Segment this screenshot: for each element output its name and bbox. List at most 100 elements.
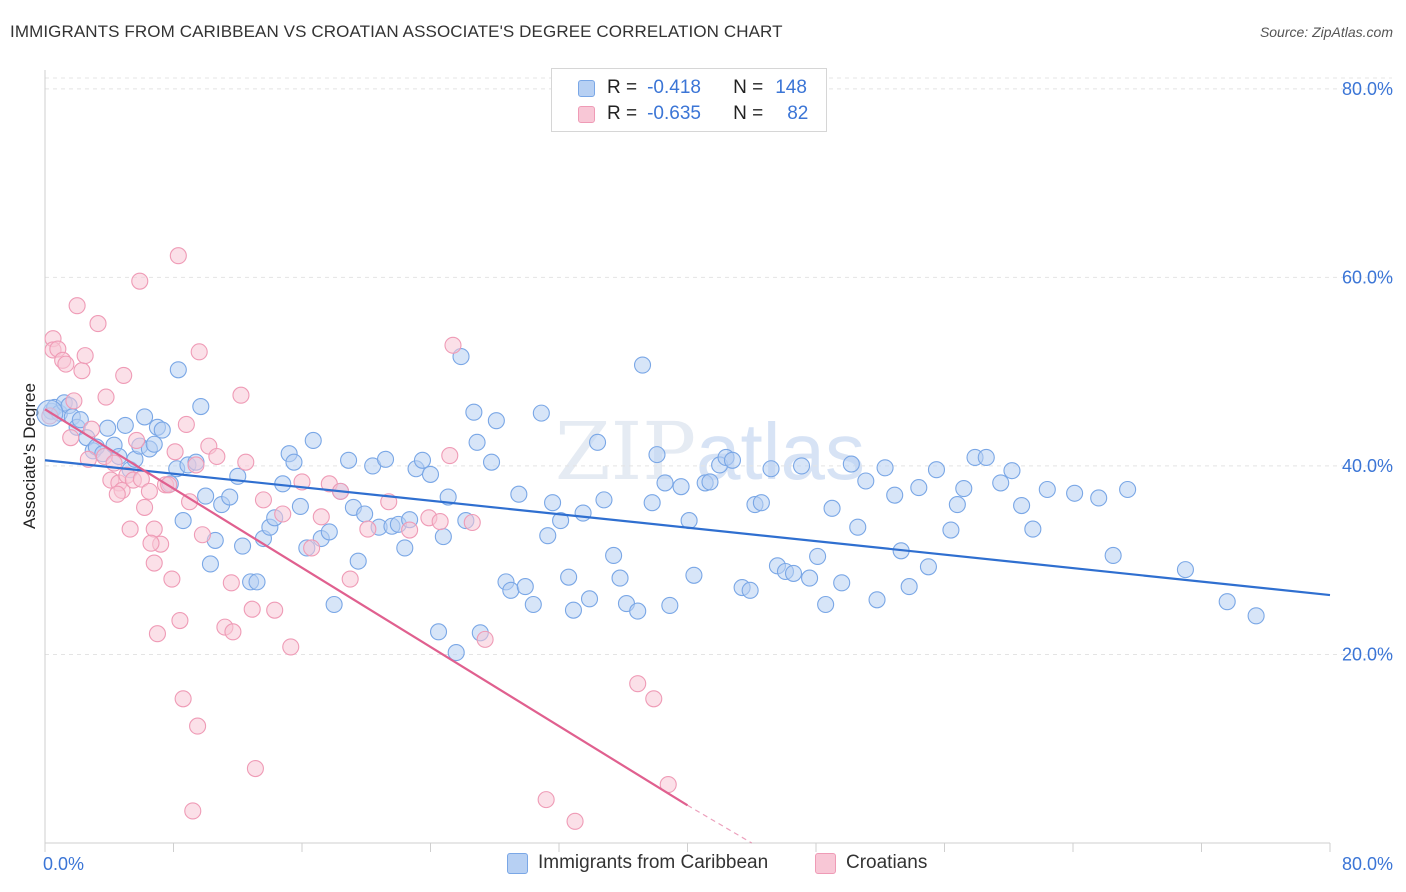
bottom-legend-swatch-caribbean (507, 852, 528, 874)
caribbean-point (1119, 480, 1137, 499)
croatian-point (187, 456, 205, 474)
croatian-point (463, 513, 481, 532)
croatian-point (65, 392, 83, 410)
caribbean-point (1247, 607, 1265, 625)
caribbean-point (672, 478, 690, 496)
caribbean-point (857, 472, 875, 490)
caribbean-point (434, 528, 452, 546)
caribbean-point (762, 460, 780, 478)
caribbean-point (809, 547, 827, 565)
caribbean-point (1218, 593, 1236, 611)
caribbean-point (605, 546, 623, 565)
croatian-point (142, 534, 160, 552)
bottom-legend-label-caribbean: Immigrants from Caribbean (538, 852, 769, 873)
caribbean-point (643, 494, 661, 512)
caribbean-point (502, 581, 520, 599)
caribbean-point (977, 448, 995, 466)
bottom-legend-caribbean: Immigrants from Caribbean (507, 852, 768, 874)
croatian-point (266, 601, 284, 619)
caribbean-trend-line (44, 459, 1331, 597)
caribbean-point (510, 485, 528, 503)
caribbean-point (992, 474, 1010, 492)
caribbean-point (752, 494, 770, 512)
caribbean-point (248, 573, 266, 591)
caribbean-point (291, 497, 309, 516)
legend-n-label: N = (733, 103, 764, 124)
caribbean-point (356, 505, 374, 523)
caribbean-point (876, 459, 894, 477)
caribbean-point (192, 397, 210, 416)
legend-swatch-croatians (578, 105, 595, 123)
croatian-point (177, 415, 195, 433)
caribbean-point (524, 595, 542, 614)
croatian-point (282, 638, 300, 656)
croatian-point (73, 362, 91, 380)
caribbean-point (900, 578, 918, 596)
caribbean-point (539, 527, 557, 545)
caribbean-point (1003, 462, 1021, 480)
caribbean-point (723, 451, 742, 469)
croatian-point (312, 508, 330, 526)
croatian-point (145, 520, 163, 538)
caribbean-point (1013, 496, 1031, 515)
caribbean-point (611, 569, 629, 587)
croatian-point (222, 574, 240, 592)
caribbean-point (1104, 546, 1122, 565)
caribbean-point (842, 455, 860, 473)
croatian-point (190, 343, 208, 361)
legend-n-value: 148 (775, 77, 807, 98)
croatian-point (163, 570, 181, 588)
croatian-point (174, 690, 192, 708)
caribbean-point (221, 488, 239, 506)
croatian-point (243, 600, 261, 618)
legend-n-value: 82 (787, 103, 809, 124)
caribbean-point (886, 486, 904, 504)
caribbean-point (439, 488, 457, 506)
croatian-point (115, 366, 133, 384)
caribbean-point (564, 601, 583, 619)
caribbean-point (376, 450, 395, 468)
croatian-point (89, 315, 107, 333)
legend-row-croatians: R = -0.635 N = 82 (578, 102, 808, 126)
x-tick-label: 80.0% (1342, 854, 1393, 874)
caribbean-point (919, 558, 937, 576)
y-tick-label: 60.0% (1342, 267, 1393, 287)
croatian-point (68, 297, 86, 315)
croatian-point (189, 717, 207, 735)
caribbean-point (552, 512, 570, 530)
caribbean-point (234, 537, 252, 555)
croatian-point (431, 512, 449, 531)
croatian-point (224, 623, 242, 641)
croatian-point (131, 272, 149, 290)
caribbean-point (801, 569, 819, 587)
caribbean-point (1066, 484, 1084, 502)
caribbean-point (516, 578, 534, 596)
caribbean-point (741, 581, 759, 599)
croatian-point (232, 386, 250, 404)
croatian-point (76, 347, 94, 365)
croatian-point (193, 526, 211, 544)
legend-r-label: R = (607, 77, 638, 98)
croatian-trend-line (44, 408, 689, 807)
croatian-point (169, 247, 187, 265)
caribbean-point (784, 564, 803, 582)
caribbean-point (197, 487, 215, 505)
caribbean-point (136, 408, 154, 426)
croatian-point (237, 453, 255, 471)
chart-title: IMMIGRANTS FROM CARIBBEAN VS CROATIAN AS… (10, 22, 783, 41)
caribbean-point (833, 574, 851, 592)
caribbean-point (1176, 561, 1194, 579)
caribbean-point (1090, 489, 1108, 507)
croatian-point (128, 431, 146, 450)
caribbean-point (588, 433, 607, 451)
caribbean-point (71, 411, 89, 429)
caribbean-point (447, 644, 465, 662)
caribbean-point (955, 480, 973, 498)
caribbean-point (1024, 520, 1042, 538)
caribbean-point (169, 361, 187, 379)
caribbean-point (487, 412, 505, 430)
croatian-point (645, 690, 663, 708)
caribbean-point (927, 461, 946, 479)
caribbean-point (868, 591, 886, 609)
caribbean-point (201, 555, 219, 573)
